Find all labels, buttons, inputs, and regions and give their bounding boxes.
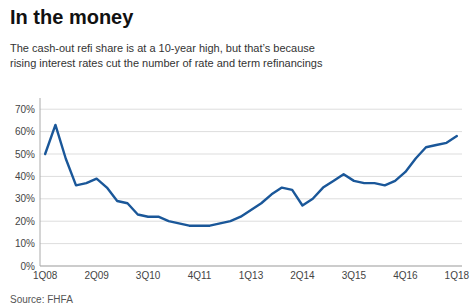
- grid-line: [40, 243, 462, 244]
- y-tick-label: 40%: [15, 171, 35, 182]
- line: [45, 125, 457, 226]
- subtitle: The cash-out refi share is at a 10-year …: [10, 42, 323, 69]
- title: In the money: [10, 6, 134, 28]
- grid-line: [40, 266, 462, 267]
- y-tick-label: 30%: [15, 193, 35, 204]
- grid-line: [40, 221, 462, 222]
- subtitle-line: The cash-out refi share is at a 10-year …: [10, 42, 315, 54]
- x-tick-label: 4Q11: [188, 270, 212, 281]
- x-tick-label: 1Q08: [33, 270, 58, 281]
- x-tick-label: 2Q09: [84, 270, 109, 281]
- grid-line: [40, 198, 462, 199]
- x-tick-label: 2Q14: [290, 270, 315, 281]
- x-tick-label: 3Q10: [136, 270, 161, 281]
- y-axis-line: [40, 98, 41, 266]
- y-tick-label: 10%: [15, 238, 35, 249]
- y-grid: [40, 109, 462, 266]
- x-tick-label: 3Q15: [342, 270, 367, 281]
- subtitle-line: rising interest rates cut the number of …: [10, 57, 323, 69]
- y-tick-label: 50%: [15, 149, 35, 160]
- source: Source: FHFA: [10, 294, 73, 305]
- grid-line: [40, 131, 462, 132]
- x-tick-label: 1Q18: [445, 270, 470, 281]
- chart: In the money The cash-out refi share is a…: [0, 0, 474, 308]
- y-tick-label: 20%: [15, 216, 35, 227]
- y-tick-label: 60%: [15, 126, 35, 137]
- x-axis-line: [40, 266, 462, 267]
- grid-line: [40, 154, 462, 155]
- x-tick-label: 1Q13: [239, 270, 264, 281]
- x-tick-label: 4Q16: [393, 270, 418, 281]
- y-tick-label: 70%: [15, 104, 35, 115]
- plot-area: [45, 125, 457, 226]
- grid-line: [40, 109, 462, 110]
